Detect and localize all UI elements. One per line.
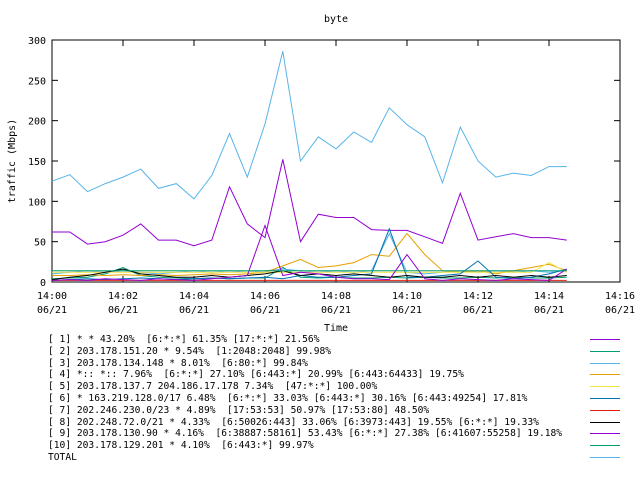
x-tick-label-time: 14:08 [321,291,351,302]
legend-label: TOTAL [48,451,77,463]
series-line-11 [51,51,567,200]
y-tick-label: 300 [28,36,46,47]
legend-entry: [ 6] * 163.219.128.0/17 6.48% [6:*:*] 33… [48,393,628,405]
legend-swatch [590,456,620,458]
legend-entry: TOTAL [48,452,628,464]
legend-swatch [590,445,620,447]
legend-label: [ 9] 203.178.130.90 * 4.16% [6:38887:581… [48,428,563,440]
legend-entry: [10] 203.178.129.201 * 4.10% [6:443:*] 9… [48,440,628,452]
legend-label: [ 7] 202.246.230.0/23 * 4.89% [17:53:53]… [48,404,430,416]
x-tick-label-date: 06/21 [250,305,280,316]
x-tick-label-date: 06/21 [392,305,422,316]
legend-entry: [ 9] 203.178.130.90 * 4.16% [6:38887:581… [48,428,628,440]
legend-entry: [ 5] 203.178.137.7 204.186.17.178 7.34% … [48,381,628,393]
legend-label: [ 3] 203.178.134.148 * 8.01% [6:80:*] 99… [48,357,308,369]
x-tick-label-date: 06/21 [534,305,564,316]
x-tick-label-time: 14:14 [534,291,564,302]
legend-entry: [ 7] 202.246.230.0/23 * 4.89% [17:53:53]… [48,405,628,417]
x-tick-label-time: 14:00 [37,291,67,302]
series-line-1 [52,159,567,247]
legend-label: [ 6] * 163.219.128.0/17 6.48% [6:*:*] 33… [48,392,528,404]
y-tick-label: 250 [28,76,46,87]
legend-swatch [590,339,620,340]
legend-swatch [590,350,620,352]
legend-swatch [590,397,620,399]
legend-entry: [ 4] *:: *:: 7.96% [6:*:*] 27.10% [6:443… [48,369,628,381]
series-line-8 [51,268,567,281]
chart-title: byte [324,14,348,25]
x-tick-label-date: 06/21 [37,305,67,316]
series-line-5 [52,262,568,273]
x-tick-label-time: 14:10 [392,291,422,302]
series-line-6 [51,227,567,281]
series-lines [51,51,568,281]
series-line-3 [51,232,567,275]
legend-label: [ 2] 203.178.151.20 * 9.54% [1:2048:2048… [48,345,332,357]
legend-entry: [ 1] * * 43.20% [6:*:*] 61.35% [17:*:*] … [48,334,628,346]
series-line-4 [52,232,567,277]
x-tick-label-time: 14:16 [605,291,635,302]
legend-entry: [ 2] 203.178.151.20 * 9.54% [1:2048:2048… [48,346,628,358]
y-tick-label: 100 [28,197,46,208]
legend-swatch [590,433,620,435]
legend-entry: [ 8] 202.248.72.0/21 * 4.33% [6:50026:44… [48,417,628,429]
x-tick-label-date: 06/21 [463,305,493,316]
legend-swatch [590,374,620,376]
x-tick-label-time: 14:06 [250,291,280,302]
x-tick-label-time: 14:12 [463,291,493,302]
legend-label: [ 4] *:: *:: 7.96% [6:*:*] 27.10% [6:443… [48,369,464,381]
legend-label: [ 1] * * 43.20% [6:*:*] 61.35% [17:*:*] … [48,334,320,345]
legend-label: [ 5] 203.178.137.7 204.186.17.178 7.34% … [48,381,378,393]
legend: [ 1] * * 43.20% [6:*:*] 61.35% [17:*:*] … [48,334,628,464]
x-tick-label-date: 06/21 [605,305,635,316]
y-tick-label: 50 [34,238,46,249]
x-tick-label-date: 06/21 [321,305,351,316]
plot-frame [51,39,621,283]
series-line-9 [51,224,568,281]
legend-swatch [590,409,620,411]
legend-swatch [590,386,620,388]
y-tick-label: 200 [28,117,46,128]
axes: 0 50 100 150 200 250 300 14:00 06/21 14:02 06/21 14… [28,36,635,316]
x-tick-label-date: 06/21 [108,305,138,316]
legend-swatch [590,421,620,423]
y-tick-label: 0 [40,278,46,289]
y-tick-label: 150 [28,157,46,168]
x-tick-label-date: 06/21 [179,305,209,316]
legend-label: [ 8] 202.248.72.0/21 * 4.33% [6:50026:44… [48,416,539,428]
legend-swatch [590,362,620,364]
legend-entry: [ 3] 203.178.134.148 * 8.01% [6:80:*] 99… [48,358,628,370]
x-tick-label-time: 14:04 [179,291,209,302]
x-tick-label-time: 14:02 [108,291,138,302]
legend-label: [10] 203.178.129.201 * 4.10% [6:443:*] 9… [48,440,314,452]
y-axis-label: traffic (Mbps) [7,119,18,203]
x-axis-label: Time [324,323,348,334]
